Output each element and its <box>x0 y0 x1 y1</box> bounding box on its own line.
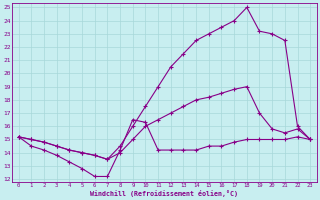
X-axis label: Windchill (Refroidissement éolien,°C): Windchill (Refroidissement éolien,°C) <box>91 190 238 197</box>
